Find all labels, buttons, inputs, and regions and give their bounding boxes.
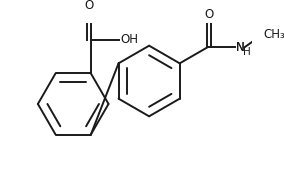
Text: N: N	[236, 41, 245, 54]
Text: N: N	[236, 41, 245, 54]
Text: H: H	[243, 47, 250, 57]
Text: O: O	[84, 0, 93, 12]
Text: O: O	[204, 8, 214, 21]
Text: CH₃: CH₃	[264, 28, 284, 41]
Text: OH: OH	[121, 33, 139, 46]
